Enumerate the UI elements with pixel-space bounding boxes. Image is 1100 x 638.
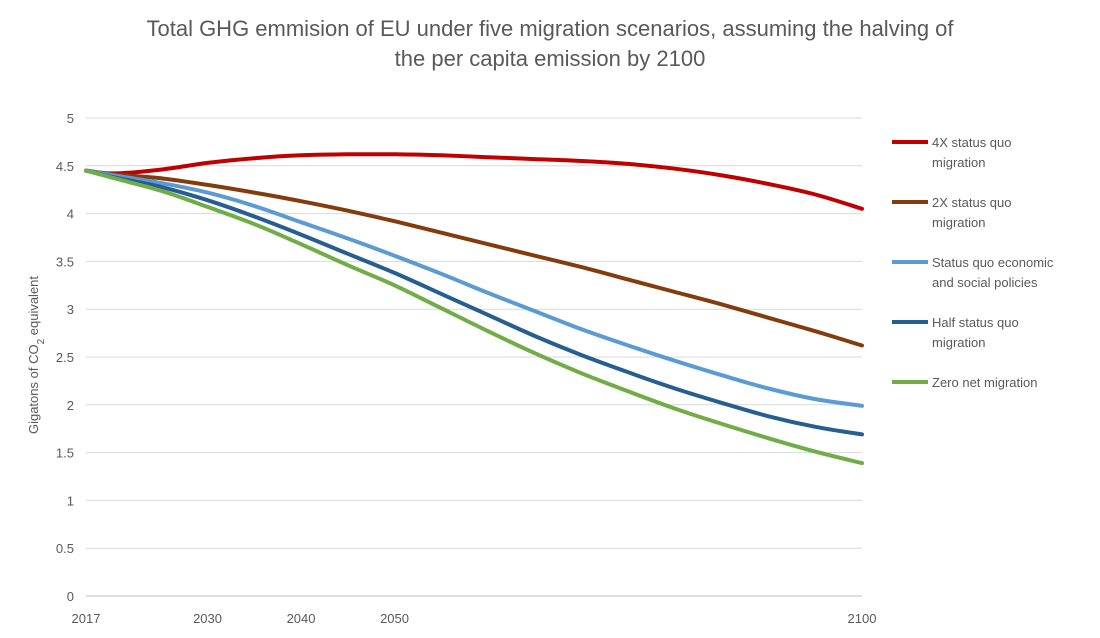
- y-tick-label: 1: [67, 493, 74, 508]
- y-tick-label: 0: [67, 589, 74, 604]
- series-line-2: [84, 168, 864, 348]
- series-line-1: [84, 152, 864, 211]
- axis-layer: 0 0.5 1 1.5 2 2.5 3 3.5 4 4.5 5 2017 2030 2040 2050 210…: [56, 111, 877, 626]
- y-tick-label: 5: [67, 111, 74, 126]
- y-tick-label: 1.5: [56, 446, 74, 461]
- chart-title: Total GHG emmision of EU under five migr…: [0, 14, 1100, 74]
- series-layer: [84, 152, 864, 466]
- x-tick-label: 2040: [287, 611, 316, 626]
- y-tick-label: 4: [67, 207, 74, 222]
- legend-label: migration: [932, 155, 985, 170]
- x-tick-label: 2100: [848, 611, 877, 626]
- chart-title-line-1: Total GHG emmision of EU under five migr…: [146, 16, 954, 41]
- x-tick-label: 2017: [72, 611, 101, 626]
- series-line-3: [84, 168, 864, 408]
- legend-item: 4X status quo migration: [892, 135, 1012, 170]
- legend-label: and social policies: [932, 275, 1038, 290]
- series-line-4: [84, 168, 864, 437]
- y-axis-label: Gigatons of CO2 equivalent: [26, 276, 47, 434]
- legend-label: migration: [932, 215, 985, 230]
- legend-item: Zero net migration: [892, 375, 1038, 390]
- series-line-5: [84, 168, 864, 466]
- chart-title-line-2: the per capita emission by 2100: [394, 46, 706, 71]
- x-tick-label: 2050: [380, 611, 409, 626]
- legend: 4X status quo migration 2X status quo migra…: [892, 135, 1054, 390]
- legend-label: 4X status quo: [932, 135, 1012, 150]
- y-tick-label: 2.5: [56, 350, 74, 365]
- y-tick-label: 3: [67, 302, 74, 317]
- y-tick-label: 4.5: [56, 159, 74, 174]
- x-tick-label: 2030: [193, 611, 222, 626]
- y-tick-label: 3.5: [56, 254, 74, 269]
- y-tick-label: 0.5: [56, 541, 74, 556]
- legend-label: Zero net migration: [932, 375, 1038, 390]
- legend-label: migration: [932, 335, 985, 350]
- legend-item: 2X status quo migration: [892, 195, 1012, 230]
- legend-label: 2X status quo: [932, 195, 1012, 210]
- legend-label: Status quo economic: [932, 255, 1054, 270]
- legend-label: Half status quo: [932, 315, 1019, 330]
- legend-item: Half status quo migration: [892, 315, 1019, 350]
- y-tick-label: 2: [67, 398, 74, 413]
- legend-item: Status quo economic and social policies: [892, 255, 1054, 290]
